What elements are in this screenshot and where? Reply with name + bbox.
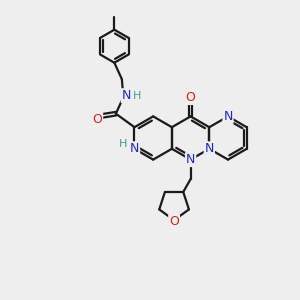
Text: N: N — [205, 142, 214, 155]
Text: N: N — [223, 110, 233, 123]
Text: H: H — [119, 139, 127, 149]
Text: N: N — [186, 153, 195, 166]
Text: O: O — [186, 91, 196, 104]
Text: O: O — [169, 215, 179, 228]
Text: N: N — [130, 142, 139, 155]
Text: H: H — [133, 91, 141, 101]
Text: O: O — [92, 113, 102, 126]
Text: N: N — [122, 89, 131, 102]
